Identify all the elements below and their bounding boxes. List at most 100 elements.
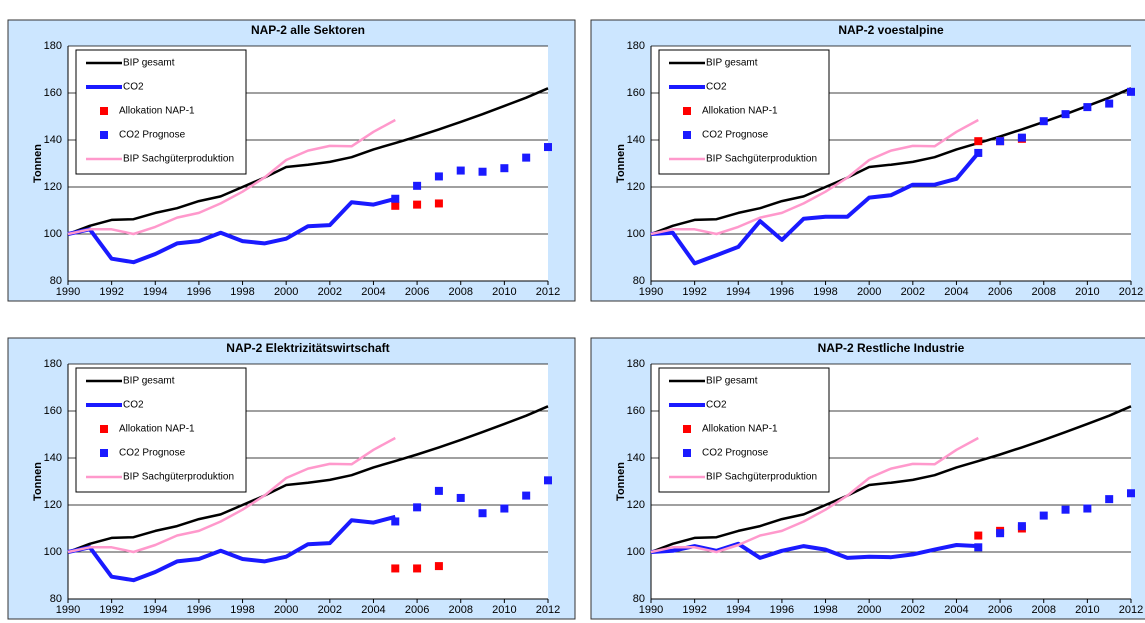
x-tick-label: 2010: [1075, 286, 1099, 298]
x-tick-label: 2004: [361, 286, 385, 298]
series-marker: [1039, 511, 1048, 520]
legend-swatch: [683, 449, 691, 457]
series-marker: [1017, 133, 1026, 142]
chart-panel: NAP-2 voestalpine Tonnen 80 100 120 140 160 180…: [590, 19, 1145, 302]
x-tick-label: 2004: [944, 604, 968, 616]
x-tick-label: 2006: [988, 286, 1012, 298]
y-tick-label: 140: [627, 452, 645, 464]
y-axis-label: Tonnen: [32, 144, 44, 183]
series-marker: [391, 517, 400, 526]
series-marker: [1105, 495, 1114, 504]
series-marker: [974, 543, 983, 552]
y-tick-label: 120: [627, 181, 645, 193]
x-tick-label: 2012: [1119, 286, 1143, 298]
series-marker: [1105, 99, 1114, 108]
chart-panel: NAP-2 Restliche Industrie Tonnen 80 100 120 1…: [590, 337, 1145, 620]
legend-label: CO2 Prognose: [119, 448, 186, 459]
x-tick-label: 2004: [944, 286, 968, 298]
x-tick-label: 1990: [56, 286, 80, 298]
x-tick-label: 1990: [639, 604, 663, 616]
x-tick-label: 2002: [318, 286, 342, 298]
chart-title: NAP-2 voestalpine: [838, 23, 944, 37]
series-marker: [1017, 522, 1026, 531]
x-tick-label: 1994: [726, 286, 750, 298]
series-marker: [413, 200, 422, 209]
legend-label: CO2: [706, 82, 727, 93]
x-tick-label: 2006: [988, 604, 1012, 616]
series-line: [67, 196, 396, 265]
series-marker: [544, 143, 552, 152]
x-tick-label: 1996: [770, 604, 794, 616]
legend-label: BIP Sachgüterproduktion: [706, 154, 817, 165]
x-tick-label: 2008: [1031, 286, 1055, 298]
legend-swatch: [100, 425, 108, 433]
series-marker: [391, 201, 400, 210]
y-tick-label: 100: [44, 228, 62, 240]
y-tick-label: 180: [627, 358, 645, 370]
x-tick-label: 1992: [682, 604, 706, 616]
legend-label: BIP Sachgüterproduktion: [123, 154, 234, 165]
series-line: [650, 151, 980, 266]
y-tick-label: 180: [44, 40, 62, 52]
legend-label: CO2: [123, 400, 144, 411]
y-axis-label: Tonnen: [615, 144, 627, 183]
series-line: [67, 405, 549, 554]
x-tick-label: 1998: [230, 604, 254, 616]
series-marker: [1061, 505, 1070, 514]
legend-label: BIP gesamt: [706, 376, 758, 387]
y-tick-label: 100: [44, 546, 62, 558]
chart-panel: NAP-2 Elektrizitätswirtschaft Tonnen 80 100…: [7, 337, 576, 620]
x-tick-label: 2012: [536, 286, 560, 298]
series-line: [67, 87, 549, 236]
y-tick-label: 160: [44, 87, 62, 99]
x-tick-label: 1996: [770, 286, 794, 298]
series-marker: [544, 476, 552, 485]
x-tick-label: 2000: [857, 604, 881, 616]
x-tick-label: 1998: [813, 604, 837, 616]
x-tick-label: 1994: [726, 604, 750, 616]
series-marker: [434, 172, 443, 181]
series-marker: [996, 529, 1005, 538]
x-tick-label: 2002: [901, 604, 925, 616]
chart-panel: NAP-2 alle Sektoren Tonnen 80 100 120 140 160 1…: [7, 19, 576, 302]
x-tick-label: 1998: [230, 286, 254, 298]
series-marker: [1083, 504, 1092, 513]
x-tick-label: 2000: [857, 286, 881, 298]
series-marker: [391, 194, 400, 203]
series-marker: [413, 503, 422, 512]
series-marker: [974, 531, 983, 540]
y-tick-label: 160: [627, 87, 645, 99]
legend-swatch: [683, 131, 691, 139]
series-marker: [413, 564, 422, 573]
y-tick-label: 180: [44, 358, 62, 370]
series-marker: [974, 148, 983, 157]
y-tick-label: 120: [44, 499, 62, 511]
series-marker: [500, 164, 509, 173]
x-tick-label: 1998: [813, 286, 837, 298]
legend-swatch: [100, 107, 108, 115]
y-tick-label: 80: [633, 593, 645, 605]
series-marker: [1061, 110, 1070, 119]
x-tick-label: 1996: [187, 286, 211, 298]
series-marker: [434, 562, 443, 571]
x-tick-label: 1992: [99, 604, 123, 616]
x-tick-label: 2010: [492, 604, 516, 616]
legend-label: Allokation NAP-1: [119, 106, 195, 117]
y-tick-label: 80: [50, 593, 62, 605]
series-marker: [434, 486, 443, 495]
legend-label: CO2: [706, 400, 727, 411]
series-marker: [1083, 103, 1092, 112]
series-marker: [1127, 87, 1135, 96]
x-tick-label: 1994: [143, 604, 167, 616]
y-tick-label: 100: [627, 546, 645, 558]
legend-label: CO2 Prognose: [702, 448, 769, 459]
legend-swatch: [683, 425, 691, 433]
x-tick-label: 2012: [536, 604, 560, 616]
y-tick-label: 80: [50, 275, 62, 287]
series-marker: [996, 137, 1005, 146]
chart-title: NAP-2 alle Sektoren: [251, 23, 365, 37]
y-axis-label: Tonnen: [32, 462, 44, 501]
legend-swatch: [683, 107, 691, 115]
series-line: [67, 514, 396, 583]
legend-label: Allokation NAP-1: [702, 424, 778, 435]
